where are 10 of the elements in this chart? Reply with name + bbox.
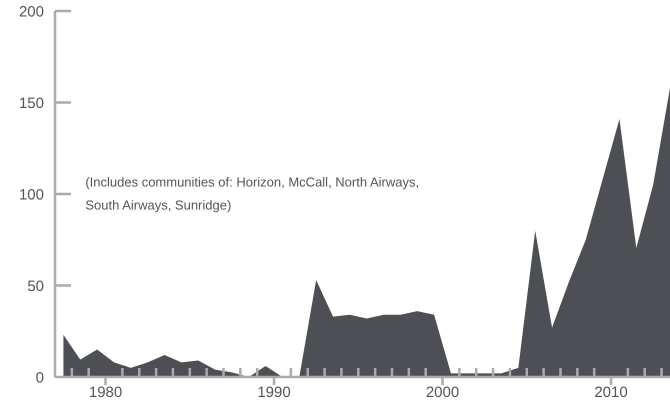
x-tick-label: 1990 <box>257 384 291 401</box>
y-tick-label: 150 <box>18 94 44 112</box>
y-tick-label: 200 <box>18 3 44 20</box>
x-tick-label: 2000 <box>426 384 460 401</box>
y-tick-label: 100 <box>18 186 44 204</box>
y-tick-label: 0 <box>36 369 44 386</box>
x-tick-label: 1980 <box>88 384 122 401</box>
annotation: (Includes communities of: Horizon, McCall, North Airways, South Airways, Sunridge) <box>85 174 420 213</box>
y-tick-label: 50 <box>27 278 44 295</box>
x-tick-label: 2010 <box>594 384 628 401</box>
